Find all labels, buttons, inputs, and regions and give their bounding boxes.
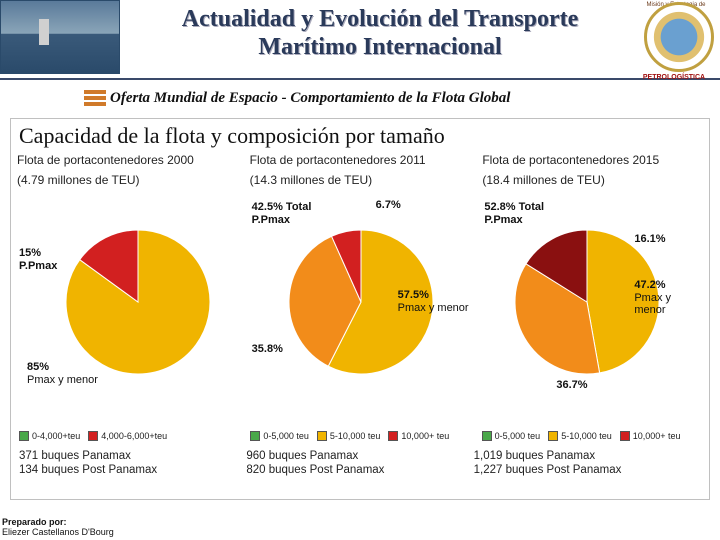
legend-item: 10,000+ teu <box>388 431 449 441</box>
pie-slice-label: 47.2%Pmax y menor <box>634 279 703 317</box>
chart-title: Capacidad de la flota y composición por … <box>11 119 709 151</box>
pie-callout: 52.8% Total P.Pmax <box>484 201 554 226</box>
legend-group: 0-5,000 teu 5-10,000 teu 10,000+ teu <box>482 431 701 441</box>
column-title: Flota de portacontenedores 2015 <box>482 153 703 167</box>
column-subtitle: (18.4 millones de TEU) <box>482 173 703 187</box>
logo-badge <box>644 2 714 72</box>
column-title: Flota de portacontenedores 2000 <box>17 153 238 167</box>
logo-subtext: PETROLOGÍSTICA <box>634 74 714 81</box>
pie-slice-label: 35.8% <box>252 343 283 356</box>
legend-group: 0-4,000+teu 4,000-6,000+teu <box>19 431 238 441</box>
pie-area: 47.2%Pmax y menor 36.7% 16.1% 52.8% Total P… <box>482 193 703 393</box>
column-note: 1,019 buques Panamax1,227 buques Post Pa… <box>474 449 701 478</box>
pie-slice-label: 36.7% <box>556 379 587 392</box>
pie-slice-label: 16.1% <box>634 233 665 246</box>
column-subtitle: (4.79 millones de TEU) <box>17 173 238 187</box>
chart-columns: Flota de portacontenedores 2000 (4.79 mi… <box>11 151 709 431</box>
chart-column: Flota de portacontenedores 2000 (4.79 mi… <box>11 151 244 431</box>
header-photo <box>0 0 120 74</box>
legend-item: 10,000+ teu <box>620 431 681 441</box>
pie-callout: 42.5% Total P.Pmax <box>252 201 322 226</box>
column-subtitle: (14.3 millones de TEU) <box>250 173 471 187</box>
chart-column: Flota de portacontenedores 2011 (14.3 mi… <box>244 151 477 431</box>
legend-item: 5-10,000 teu <box>317 431 381 441</box>
chart-legends: 0-4,000+teu 4,000-6,000+teu 0-5,000 teu 5-1… <box>11 431 709 445</box>
chart-column: Flota de portacontenedores 2015 (18.4 mi… <box>476 151 709 431</box>
slide-header: Misión y Estrategia de PDVSA Actualidad … <box>0 0 720 80</box>
legend-item: 5-10,000 teu <box>548 431 612 441</box>
legend-group: 0-5,000 teu 5-10,000 teu 10,000+ teu <box>250 431 469 441</box>
column-title: Flota de portacontenedores 2011 <box>250 153 471 167</box>
chart-footnotes: 371 buques Panamax134 buques Post Panama… <box>11 445 709 478</box>
fleet-chart: Capacidad de la flota y composición por … <box>10 118 710 500</box>
pie-slice-label: 57.5%Pmax y menor <box>398 289 469 314</box>
pie-slice-label: 85%Pmax y menor <box>27 361 98 386</box>
legend-item: 0-5,000 teu <box>482 431 541 441</box>
legend-item: 0-5,000 teu <box>250 431 309 441</box>
footer-author: Eliezer Castellanos D'Bourg <box>2 528 114 538</box>
column-note: 371 buques Panamax134 buques Post Panama… <box>19 449 246 478</box>
slide-footer: Preparado por: Eliezer Castellanos D'Bou… <box>2 518 114 538</box>
pie-area: 57.5%Pmax y menor 35.8% 6.7% 42.5% Total P.… <box>250 193 471 393</box>
slide-title: Actualidad y Evolución del Transporte Ma… <box>130 6 630 61</box>
pie-slice-label: 6.7% <box>376 199 401 212</box>
column-note: 960 buques Panamax820 buques Post Panama… <box>246 449 473 478</box>
pie-area: 85%Pmax y menor 15%P.Pmax <box>17 193 238 393</box>
pie-slice-label: 15%P.Pmax <box>19 247 57 272</box>
legend-item: 0-4,000+teu <box>19 431 80 441</box>
section-subtitle: Oferta Mundial de Espacio - Comportamien… <box>110 90 510 107</box>
legend-item: 4,000-6,000+teu <box>88 431 167 441</box>
